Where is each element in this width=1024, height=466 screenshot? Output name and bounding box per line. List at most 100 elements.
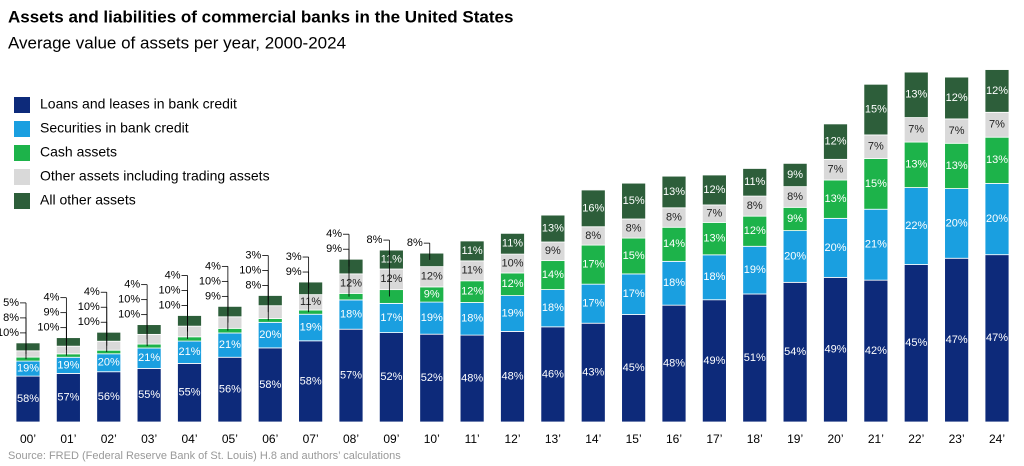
bar-segment (459, 302, 485, 336)
data-label: 9% (787, 213, 803, 225)
data-label: 18% (461, 313, 483, 325)
data-label: 17% (380, 312, 402, 324)
data-label: 20% (259, 329, 281, 341)
data-label: 4% (43, 292, 59, 304)
data-label: 55% (178, 387, 200, 399)
bar-segment (782, 230, 808, 283)
bar-segment (15, 356, 41, 362)
bar-segment (217, 327, 243, 334)
data-label: 18% (663, 277, 685, 289)
data-label: 12% (421, 271, 443, 283)
data-label: 56% (219, 384, 241, 396)
data-label: 13% (946, 160, 968, 172)
x-tick-label: 19’ (787, 432, 803, 446)
data-label: 5% (3, 297, 19, 309)
legend-swatch (14, 145, 30, 161)
bar-segment (298, 340, 324, 423)
bar-segment (580, 189, 606, 228)
x-tick-label: 03’ (141, 432, 157, 446)
data-label: 8% (366, 234, 382, 246)
x-tick-label: 00’ (20, 432, 36, 446)
data-label: 12% (461, 286, 483, 298)
bar-segment (580, 244, 606, 285)
bar-segment (15, 375, 41, 423)
bar-segment (742, 168, 768, 197)
bar-segment (257, 295, 283, 307)
data-label: 9% (424, 288, 440, 300)
bar-segment (298, 313, 324, 342)
bar-segment (96, 331, 122, 342)
bar-segment (701, 174, 727, 206)
data-label: 19% (300, 321, 322, 333)
data-label: 12% (380, 273, 402, 285)
bar-segment (96, 340, 122, 351)
data-label: 56% (98, 391, 120, 403)
data-label: 10% (0, 327, 19, 339)
legend-swatch (14, 121, 30, 137)
bar-segment (903, 264, 929, 423)
bar-segment (298, 309, 324, 315)
bar-segment (177, 363, 202, 423)
data-label: 17% (582, 298, 604, 310)
legend-label: All other assets (40, 192, 136, 208)
data-label: 10% (37, 322, 59, 334)
data-label: 48% (461, 372, 483, 384)
x-tick-label: 21’ (868, 432, 884, 446)
chart-subtitle: Average value of assets per year, 2000-2… (8, 33, 346, 52)
data-label: 17% (623, 288, 645, 300)
bar-segment (217, 356, 243, 423)
data-label: 45% (905, 337, 927, 349)
data-label: 8% (626, 222, 642, 234)
x-tick-label: 24’ (989, 432, 1005, 446)
bar-segment (823, 179, 848, 219)
data-label: 47% (986, 332, 1008, 344)
data-label: 21% (219, 339, 241, 351)
bar-segment (661, 226, 687, 262)
bar-segment (863, 279, 889, 423)
data-label: 49% (703, 355, 725, 367)
bar-segment (944, 257, 970, 423)
data-label: 18% (542, 302, 564, 314)
x-tick-label: 13’ (545, 432, 561, 446)
legend-label: Other assets including trading assets (40, 168, 270, 184)
data-label: 10% (78, 316, 100, 328)
data-label: 16% (582, 202, 604, 214)
bar-segment (984, 254, 1010, 423)
data-label: 20% (784, 250, 806, 262)
bar-segment (217, 305, 243, 318)
x-tick-label: 07’ (303, 432, 319, 446)
bar-segment (903, 141, 929, 188)
bar-segment (540, 214, 566, 243)
legend-swatch (14, 169, 30, 185)
bar-segment (701, 254, 727, 301)
data-label: 9% (545, 245, 561, 257)
data-label: 58% (17, 393, 39, 405)
x-tick-label: 15’ (626, 432, 642, 446)
data-label: 11% (462, 265, 483, 277)
bar-segment (378, 249, 404, 270)
bar-segment (177, 315, 202, 327)
data-label: 9% (787, 169, 803, 181)
bar-segment (984, 69, 1010, 113)
data-label: 7% (949, 125, 965, 137)
bar-segment (55, 353, 81, 358)
data-label: 13% (905, 89, 927, 101)
data-label: 8% (585, 230, 601, 242)
data-label: 48% (501, 371, 523, 383)
x-tick-label: 18’ (747, 432, 763, 446)
bar-segment (298, 281, 324, 296)
bar-segment (580, 322, 606, 423)
data-label: 7% (706, 208, 722, 220)
bar-segment (944, 76, 970, 120)
bar-segment (419, 301, 445, 335)
data-label: 3% (245, 249, 261, 261)
bar-segment (944, 188, 970, 259)
bar-segment (338, 292, 364, 301)
data-label: 7% (908, 124, 924, 136)
data-label: 58% (259, 379, 281, 391)
bar-segment (177, 325, 202, 338)
bar-segment (136, 333, 162, 345)
data-label: 11% (300, 296, 321, 308)
bar-segment (944, 142, 970, 189)
data-label: 19% (421, 312, 443, 324)
